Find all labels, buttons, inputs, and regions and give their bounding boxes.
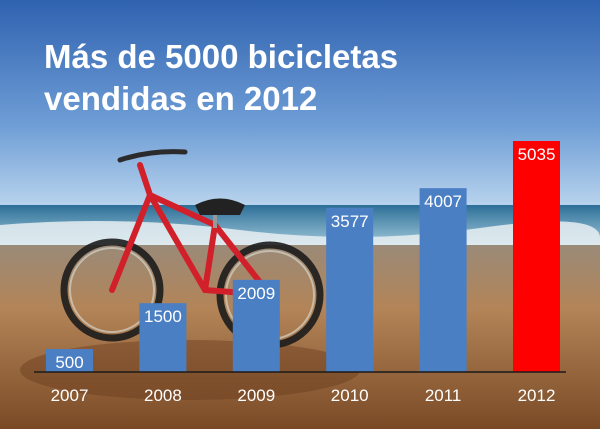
- x-tick-label-2007: 2007: [51, 386, 89, 405]
- x-tick-label-2008: 2008: [144, 386, 182, 405]
- x-tick-label-2010: 2010: [331, 386, 369, 405]
- x-tick-labels-group: 2007 2008 2009 2010 2011 2012: [51, 386, 556, 405]
- data-labels-group: 500 1500 2009 3577 4007 5035: [55, 145, 555, 372]
- bar-2010: [326, 207, 374, 372]
- data-label-2011: 4007: [424, 192, 462, 211]
- x-tick-label-2009: 2009: [237, 386, 275, 405]
- bar-2012: [513, 141, 560, 372]
- bar-2008: [139, 303, 187, 372]
- title-line-2: vendidas en 2012: [44, 80, 318, 117]
- title-line-1: Más de 5000 bicicletas: [44, 38, 399, 75]
- bar-2007: [46, 349, 93, 372]
- data-label-2007: 500: [55, 353, 83, 372]
- bar-2009: [232, 279, 280, 372]
- data-label-2008: 1500: [144, 307, 182, 326]
- data-label-2012: 5035: [518, 145, 556, 164]
- x-tick-label-2012: 2012: [518, 386, 556, 405]
- data-label-2010: 3577: [331, 212, 369, 231]
- x-tick-label-2011: 2011: [425, 386, 462, 405]
- data-label-2009: 2009: [237, 284, 275, 303]
- bar-2011: [419, 188, 467, 372]
- chart-title: Más de 5000 bicicletas vendidas en 2012: [44, 36, 564, 120]
- bars-group: [46, 141, 560, 372]
